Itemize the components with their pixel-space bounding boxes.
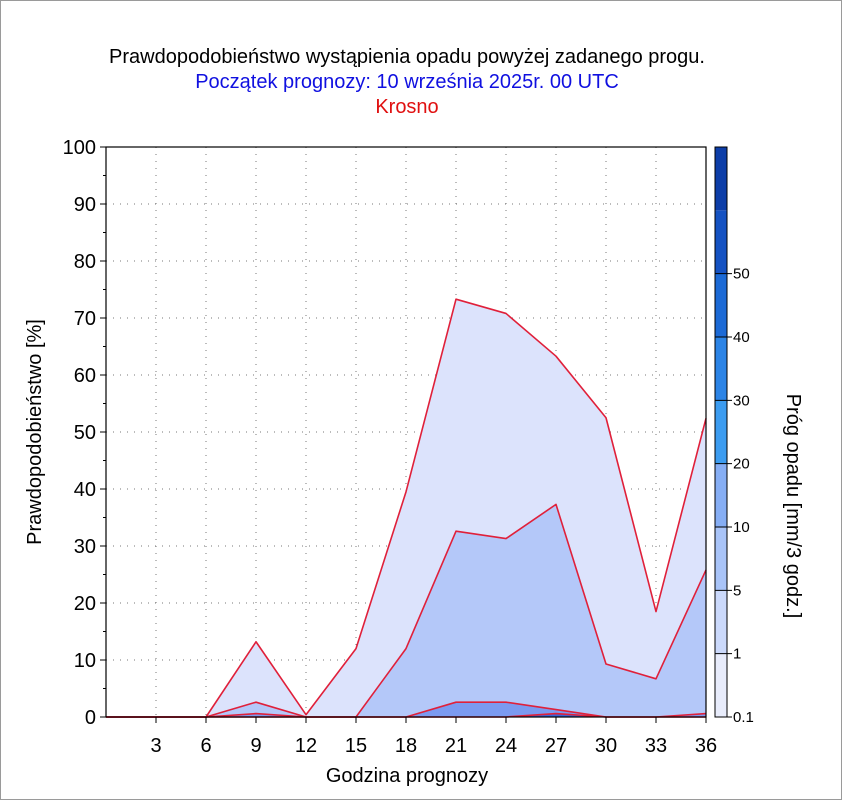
x-tick-label-18: 18 — [395, 735, 417, 757]
colorbar-tick-label-30: 30 — [733, 392, 750, 409]
y-tick-label-30: 30 — [74, 536, 96, 558]
y-tick-label-50: 50 — [74, 422, 96, 444]
colorbar-segment-5 — [715, 337, 727, 401]
y-axis-label: Prawdopodobieństwo [%] — [24, 319, 46, 545]
y-tick-label-80: 80 — [74, 251, 96, 273]
y-tick-label-60: 60 — [74, 365, 96, 387]
x-tick-label-24: 24 — [495, 735, 517, 757]
colorbar-segment-0 — [715, 653, 727, 717]
colorbar-segment-3 — [715, 463, 727, 527]
y-tick-label-100: 100 — [63, 137, 96, 159]
area-threshold-10 — [106, 713, 706, 717]
y-tick-label-0: 0 — [85, 707, 96, 729]
x-tick-label-30: 30 — [595, 735, 617, 757]
chart-location: Krosno — [375, 96, 438, 118]
colorbar-segment-8 — [715, 147, 727, 211]
chart-subtitle: Początek prognozy: 10 września 2025r. 00… — [195, 71, 619, 93]
colorbar-label: Próg opadu [mm/3 godz.] — [782, 394, 804, 619]
x-tick-label-33: 33 — [645, 735, 667, 757]
chart-title: Prawdopodobieństwo wystąpienia opadu pow… — [109, 46, 705, 68]
colorbar-segment-4 — [715, 400, 727, 464]
x-tick-label-15: 15 — [345, 735, 367, 757]
area-threshold-1 — [106, 504, 706, 717]
colorbar: 0.1 1 5 10 20 30 40 50 — [714, 146, 754, 726]
colorbar-tick-label-5: 5 — [733, 582, 741, 599]
x-tick-label-3: 3 — [150, 735, 161, 757]
colorbar-tick-label-20: 20 — [733, 456, 750, 473]
y-tick-label-70: 70 — [74, 308, 96, 330]
colorbar-segment-1 — [715, 590, 727, 654]
colorbar-tick-label-10: 10 — [733, 519, 750, 536]
x-tick-label-12: 12 — [295, 735, 317, 757]
colorbar-segment-7 — [715, 210, 727, 274]
colorbar-segment-2 — [715, 527, 727, 591]
colorbar-tick-label-1: 1 — [733, 646, 741, 663]
y-tick-label-20: 20 — [74, 593, 96, 615]
x-tick-label-9: 9 — [250, 735, 261, 757]
y-tick-label-10: 10 — [74, 650, 96, 672]
x-tick-label-6: 6 — [200, 735, 211, 757]
colorbar-segment-6 — [715, 273, 727, 337]
colorbar-tick-label-0.1: 0.1 — [733, 709, 754, 726]
colorbar-tick-label-50: 50 — [733, 266, 750, 283]
x-axis-label: Godzina prognozy — [326, 765, 488, 787]
y-tick-label-90: 90 — [74, 194, 96, 216]
x-tick-label-21: 21 — [445, 735, 467, 757]
x-tick-label-27: 27 — [545, 735, 567, 757]
colorbar-tick-label-40: 40 — [733, 329, 750, 346]
y-tick-label-40: 40 — [74, 479, 96, 501]
x-tick-label-36: 36 — [695, 735, 717, 757]
